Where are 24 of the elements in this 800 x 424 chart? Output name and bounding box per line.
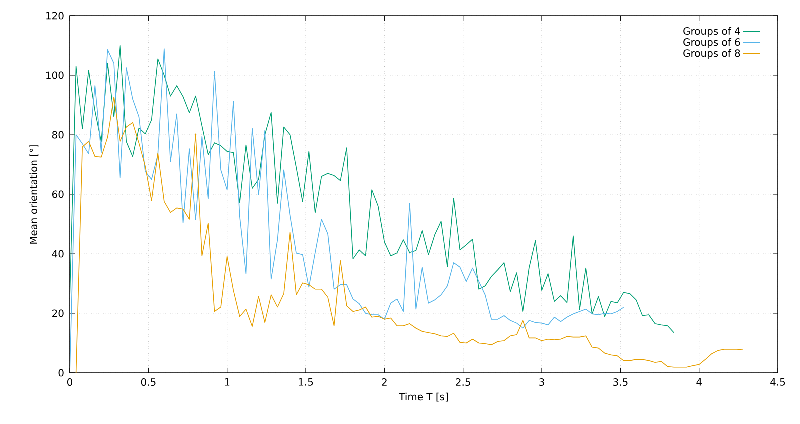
x-tick-label: 4 (696, 378, 702, 386)
x-tick-label: 2 (382, 378, 387, 386)
legend-label: Groups of 4 (684, 27, 740, 37)
y-tick-label: 120 (46, 12, 64, 20)
x-tick-label: 2.5 (456, 378, 470, 386)
x-tick-label: 3 (540, 378, 544, 386)
y-tick-label: 60 (52, 190, 64, 198)
y-tick-label: 100 (46, 72, 64, 80)
y-tick-label: 40 (52, 250, 64, 258)
x-tick-label: 0 (67, 378, 73, 386)
x-axis-title: Time T [s] (399, 392, 448, 402)
y-tick-label: 20 (52, 310, 64, 318)
legend-label: Groups of 8 (684, 49, 740, 60)
x-tick-label: 0.5 (141, 378, 156, 386)
x-tick-label: 1.5 (299, 378, 314, 386)
x-tick-label: 3.5 (614, 378, 628, 386)
line-series (70, 45, 675, 334)
line-series (70, 48, 624, 373)
y-axis-title: Mean orientation [°] (30, 144, 39, 244)
y-tick-label: 0 (58, 369, 64, 377)
x-tick-label: 1 (225, 378, 230, 386)
legend-label: Groups of 6 (684, 38, 740, 48)
x-tick-label: 4.5 (770, 378, 786, 386)
y-tick-label: 80 (52, 131, 64, 139)
